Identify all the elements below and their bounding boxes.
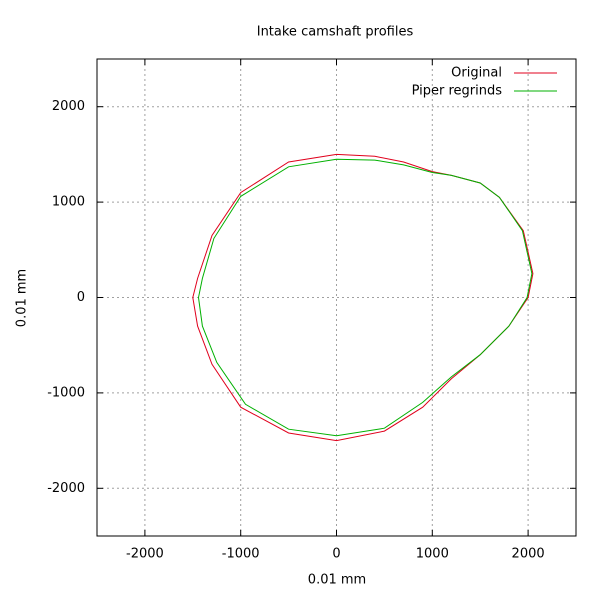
x-axis-label: 0.01 mm <box>308 573 366 588</box>
x-tick-label: 1000 <box>416 547 449 562</box>
legend-label: Piper regrinds <box>412 84 503 99</box>
y-tick-label: -1000 <box>47 385 85 400</box>
x-tick-label: 0 <box>332 547 340 562</box>
x-tick-label: -2000 <box>126 547 164 562</box>
y-tick-label: 0 <box>77 290 85 305</box>
y-tick-label: -2000 <box>47 481 85 496</box>
y-tick-label: 1000 <box>52 195 85 210</box>
series-line <box>197 158 533 437</box>
y-axis-label: 0.01 mm <box>15 269 30 327</box>
chart-title: Intake camshaft profiles <box>257 25 414 40</box>
x-tick-label: -1000 <box>222 547 260 562</box>
legend-label: Original <box>451 66 502 81</box>
x-tick-label: 2000 <box>512 547 545 562</box>
plot-frame <box>96 58 577 537</box>
y-tick-label: 2000 <box>52 99 85 114</box>
